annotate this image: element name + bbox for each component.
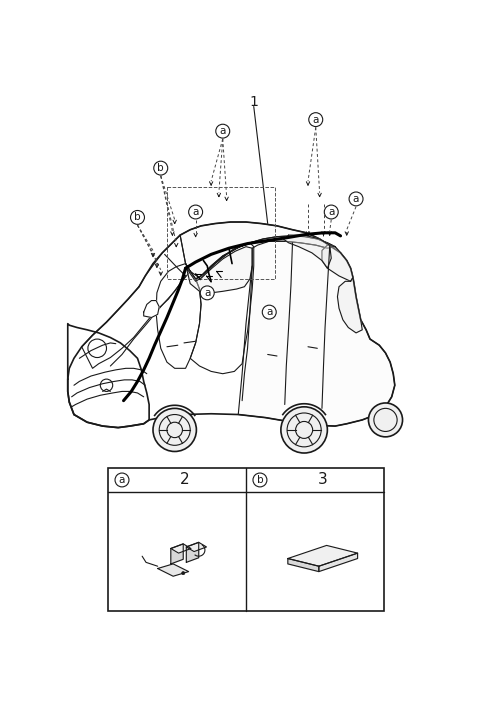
Polygon shape (180, 222, 335, 279)
Polygon shape (186, 542, 199, 562)
Text: a: a (119, 475, 125, 485)
Text: a: a (328, 207, 335, 217)
Polygon shape (68, 222, 395, 428)
Circle shape (324, 205, 338, 219)
Circle shape (309, 113, 323, 127)
Polygon shape (190, 243, 254, 374)
Circle shape (181, 571, 185, 575)
Polygon shape (171, 544, 183, 564)
Circle shape (115, 473, 129, 487)
Text: b: b (257, 475, 263, 485)
Circle shape (216, 124, 230, 138)
Circle shape (262, 305, 276, 319)
Polygon shape (157, 564, 189, 576)
Polygon shape (186, 246, 252, 293)
Polygon shape (68, 324, 149, 428)
Polygon shape (288, 545, 358, 566)
Text: 3: 3 (318, 472, 327, 488)
Text: a: a (312, 115, 319, 125)
Bar (167, 187, 276, 279)
Circle shape (253, 473, 267, 487)
Bar (108, 469, 384, 611)
Polygon shape (171, 544, 191, 553)
Circle shape (369, 403, 403, 437)
Polygon shape (288, 559, 319, 571)
Polygon shape (337, 278, 362, 333)
Polygon shape (319, 553, 358, 571)
Text: a: a (353, 194, 359, 204)
Circle shape (200, 286, 214, 299)
Circle shape (189, 205, 203, 219)
Polygon shape (144, 301, 159, 317)
Text: a: a (266, 307, 273, 317)
Text: a: a (192, 207, 199, 217)
Polygon shape (82, 235, 190, 368)
Polygon shape (238, 241, 395, 426)
Circle shape (131, 210, 144, 224)
Polygon shape (283, 235, 331, 268)
Polygon shape (156, 263, 201, 368)
Circle shape (349, 192, 363, 206)
Text: 1: 1 (249, 95, 258, 109)
Text: 2: 2 (180, 472, 190, 488)
Circle shape (281, 407, 327, 453)
Text: b: b (157, 163, 164, 173)
Text: b: b (134, 212, 141, 222)
Circle shape (153, 409, 196, 452)
Polygon shape (186, 236, 335, 279)
Polygon shape (322, 245, 353, 281)
Text: a: a (219, 126, 226, 136)
Polygon shape (186, 542, 206, 552)
Text: a: a (204, 288, 210, 298)
Circle shape (154, 161, 168, 175)
